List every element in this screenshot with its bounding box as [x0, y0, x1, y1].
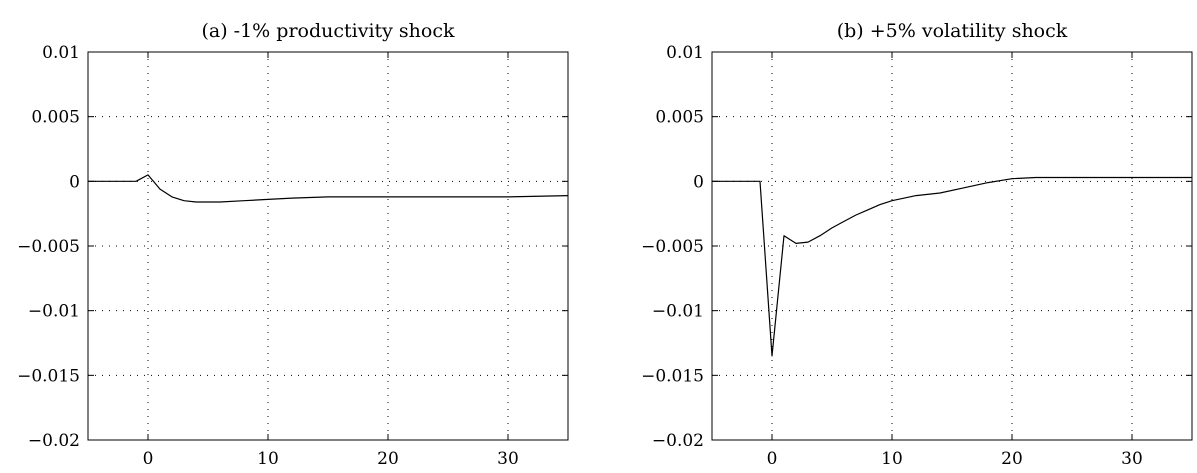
x-tick-label: 20 [377, 449, 399, 469]
panel-a-axes-frame [87, 51, 569, 441]
y-tick-label: 0 [693, 172, 704, 192]
y-tick-label: −0.01 [652, 302, 704, 322]
panel-b-title: (b) +5% volatility shock [837, 20, 1068, 42]
panel-a-title: (a) -1% productivity shock [201, 20, 455, 42]
x-tick-label: 0 [143, 449, 154, 469]
panel-a: (a) -1% productivity shock 0 10 20 30 0.01 0.0… [17, 20, 569, 469]
y-tick-label: 0 [69, 172, 80, 192]
y-tick-label: −0.005 [17, 237, 80, 257]
y-tick-label: −0.02 [28, 431, 80, 451]
y-tick-label: 0.01 [42, 43, 80, 63]
panel-b: (b) +5% volatility shock 0 10 20 30 0.01 0.005… [641, 20, 1193, 469]
x-tick-label: 20 [1001, 449, 1023, 469]
panel-b-series-line [712, 176, 1192, 357]
y-tick-label: −0.015 [17, 366, 80, 386]
x-tick-label: 0 [767, 449, 778, 469]
y-tick-label: 0.005 [655, 108, 704, 128]
y-tick-label: 0.01 [666, 43, 704, 63]
y-tick-label: −0.01 [28, 302, 80, 322]
panel-b-axes-frame [711, 51, 1193, 441]
y-tick-label: 0.005 [31, 108, 80, 128]
y-tick-label: −0.015 [641, 366, 704, 386]
y-tick-label: −0.02 [652, 431, 704, 451]
panel-a-series-line [88, 174, 569, 203]
x-tick-label: 30 [1121, 449, 1143, 469]
x-tick-label: 10 [881, 449, 903, 469]
x-tick-label: 30 [497, 449, 519, 469]
y-tick-label: −0.005 [641, 237, 704, 257]
x-tick-label: 10 [257, 449, 279, 469]
